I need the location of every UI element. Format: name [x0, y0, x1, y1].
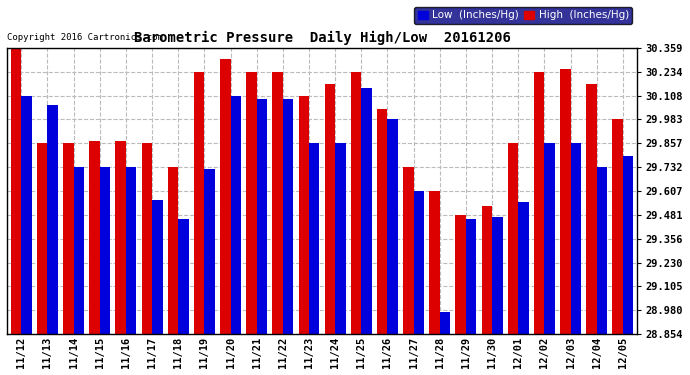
Title: Barometric Pressure  Daily High/Low  20161206: Barometric Pressure Daily High/Low 20161…: [134, 31, 511, 45]
Bar: [63, 143, 74, 334]
Bar: [377, 109, 388, 334]
Bar: [309, 143, 319, 334]
Bar: [508, 143, 518, 334]
Bar: [21, 96, 32, 334]
Bar: [89, 141, 100, 334]
Bar: [115, 141, 126, 334]
Bar: [37, 143, 48, 334]
Bar: [440, 312, 451, 334]
Bar: [230, 96, 241, 334]
Bar: [74, 167, 84, 334]
Bar: [141, 143, 152, 334]
Bar: [492, 217, 502, 334]
Bar: [178, 219, 188, 334]
Bar: [482, 206, 492, 334]
Bar: [194, 72, 204, 334]
Bar: [48, 105, 58, 334]
Bar: [325, 84, 335, 334]
Bar: [403, 167, 413, 334]
Text: Copyright 2016 Cartronics.com: Copyright 2016 Cartronics.com: [7, 33, 163, 42]
Bar: [283, 99, 293, 334]
Bar: [544, 143, 555, 334]
Bar: [429, 191, 440, 334]
Bar: [623, 156, 633, 334]
Bar: [586, 84, 597, 334]
Bar: [613, 119, 623, 334]
Bar: [597, 167, 607, 334]
Bar: [455, 215, 466, 334]
Bar: [413, 191, 424, 334]
Bar: [299, 96, 309, 334]
Bar: [11, 48, 21, 334]
Bar: [351, 72, 362, 334]
Bar: [246, 72, 257, 334]
Legend: Low  (Inches/Hg), High  (Inches/Hg): Low (Inches/Hg), High (Inches/Hg): [415, 8, 632, 24]
Bar: [335, 143, 346, 334]
Bar: [466, 219, 476, 334]
Bar: [273, 72, 283, 334]
Bar: [362, 88, 372, 334]
Bar: [560, 69, 571, 334]
Bar: [220, 59, 230, 334]
Bar: [257, 99, 267, 334]
Bar: [126, 167, 137, 334]
Bar: [518, 202, 529, 334]
Bar: [168, 167, 178, 334]
Bar: [204, 170, 215, 334]
Bar: [100, 167, 110, 334]
Bar: [571, 143, 581, 334]
Bar: [534, 72, 544, 334]
Bar: [388, 119, 398, 334]
Bar: [152, 200, 163, 334]
